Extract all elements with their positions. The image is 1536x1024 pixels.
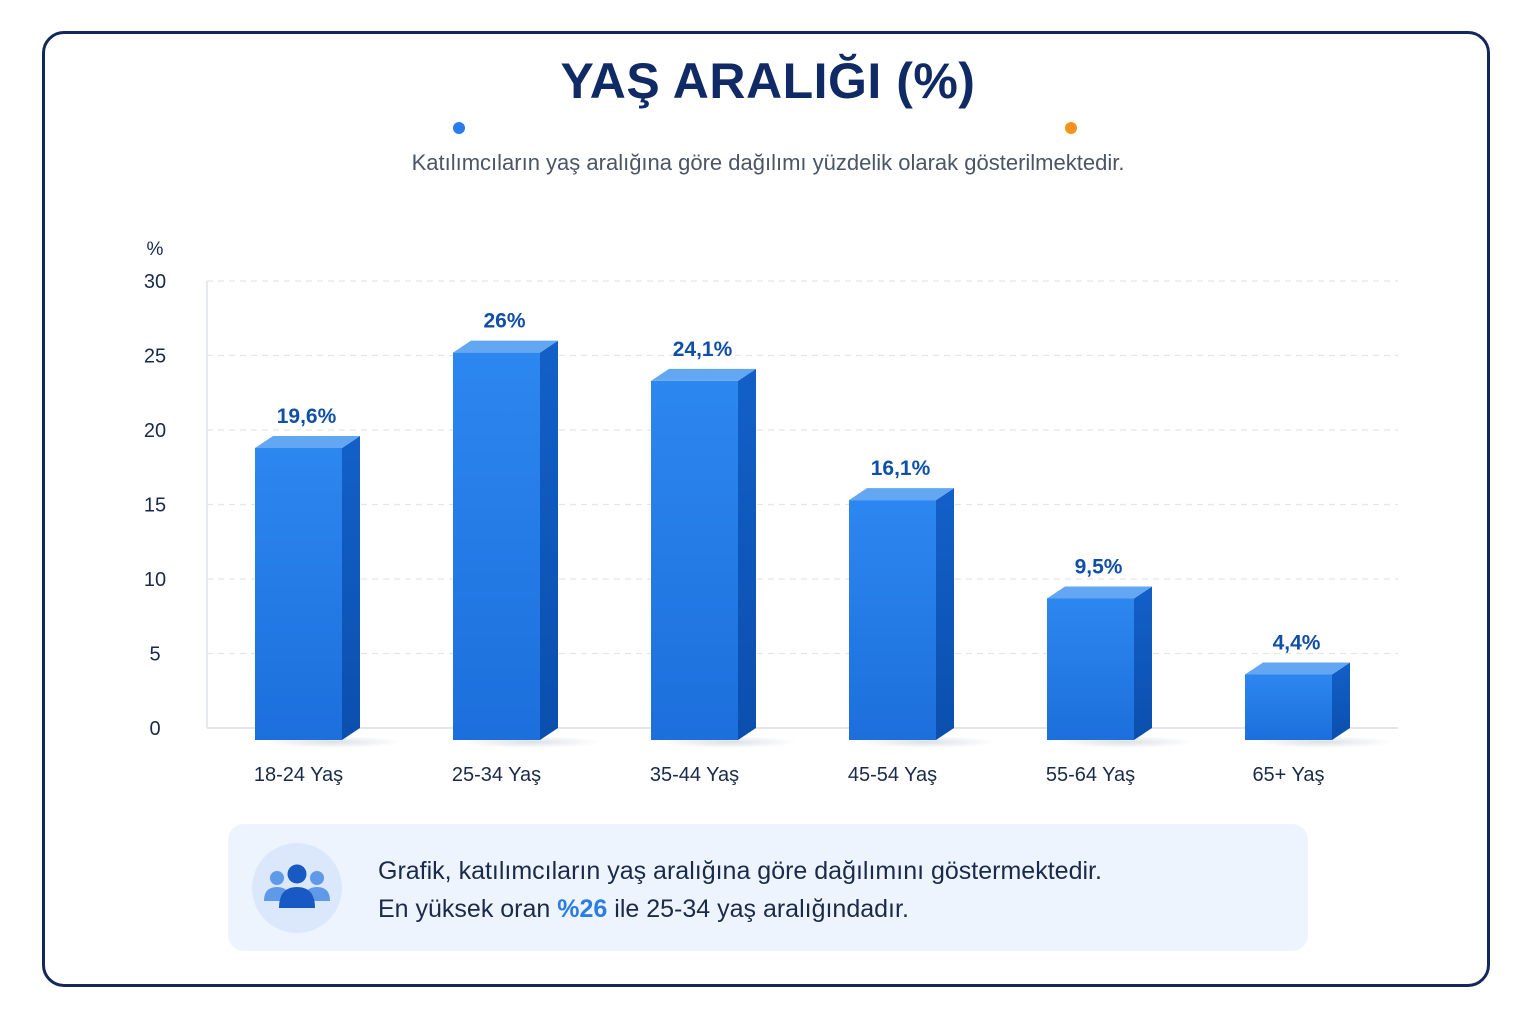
bar-chart: % 0 5 10 15 20 25 30 19,6% 26% 24,1% 16,1% 9,5% 4,4… [144, 239, 1398, 786]
bar-value-label: 4,4% [1273, 631, 1321, 654]
bar-front [1047, 598, 1134, 740]
bar-front [255, 447, 342, 740]
bar [255, 435, 402, 748]
bar-top [255, 435, 360, 448]
y-tick-label: 30 [144, 271, 166, 293]
chart-title: YAŞ ARALIĞI (%) [560, 53, 976, 109]
y-tick-label: 10 [144, 569, 166, 591]
bar-side [1134, 586, 1152, 740]
bar-value-labels: 19,6% 26% 24,1% 16,1% 9,5% 4,4% [277, 310, 1321, 655]
x-tick-label: 45-54 Yaş [848, 764, 937, 786]
y-tick-label: 0 [149, 718, 160, 740]
summary-line-2: En yüksek oran %26 ile 25-34 yaş aralığı… [378, 890, 1102, 928]
bar-side [936, 488, 954, 740]
divider-dot-right [1065, 122, 1077, 134]
bar-side [1332, 662, 1350, 740]
bar-value-label: 26% [483, 310, 525, 333]
bar-top [651, 368, 756, 381]
bar-front [453, 352, 540, 740]
bar-value-label: 16,1% [871, 457, 931, 480]
summary-note: Grafik, katılımcıların yaş aralığına gör… [228, 824, 1308, 951]
y-tick-label: 15 [144, 495, 166, 517]
title-divider [453, 122, 1077, 134]
users-group-icon [252, 843, 342, 933]
summary-highlight-value: %26 [557, 895, 608, 923]
bar-top [849, 488, 954, 501]
y-tick-label: 25 [144, 346, 166, 368]
bar [1245, 662, 1392, 748]
x-tick-label: 18-24 Yaş [254, 764, 343, 786]
bars [255, 340, 1392, 748]
summary-line-2-prefix: En yüksek oran [378, 895, 558, 923]
bar [453, 340, 600, 748]
y-tick-label: 5 [149, 644, 160, 666]
chart-subtitle: Katılımcıların yaş aralığına göre dağılı… [411, 150, 1125, 175]
bar-top [1047, 586, 1152, 599]
bar-front [651, 380, 738, 740]
bar [1047, 586, 1194, 748]
grid-lines [206, 280, 1398, 729]
summary-line-1: Grafik, katılımcıların yaş aralığına gör… [378, 857, 1102, 885]
bar-front [1245, 674, 1332, 740]
summary-line-2-suffix: ile 25-34 yaş aralığındadır. [607, 895, 909, 923]
y-tick-label: 20 [144, 420, 166, 442]
x-tick-label: 65+ Yaş [1252, 764, 1324, 786]
bar-value-label: 9,5% [1075, 555, 1123, 578]
bar [651, 368, 798, 748]
x-tick-label: 25-34 Yaş [452, 764, 541, 786]
bar-side [342, 435, 360, 740]
x-axis-labels: 18-24 Yaş 25-34 Yaş 35-44 Yaş 45-54 Yaş 55-6… [254, 764, 1325, 786]
summary-note-text: Grafik, katılımcıların yaş aralığına gör… [378, 852, 1102, 928]
x-tick-label: 55-64 Yaş [1046, 764, 1135, 786]
bar-value-label: 19,6% [277, 405, 337, 428]
y-axis-ticks: 0 5 10 15 20 25 30 [144, 271, 166, 740]
x-tick-label: 35-44 Yaş [650, 764, 739, 786]
bar-top [1245, 662, 1350, 675]
bar [849, 488, 996, 748]
y-axis-unit-label: % [147, 239, 164, 260]
bar-value-label: 24,1% [673, 338, 733, 361]
bar-front [849, 500, 936, 740]
bar-side [738, 368, 756, 740]
divider-dot-left [453, 122, 465, 134]
bar-top [453, 340, 558, 353]
bar-side [540, 340, 558, 740]
